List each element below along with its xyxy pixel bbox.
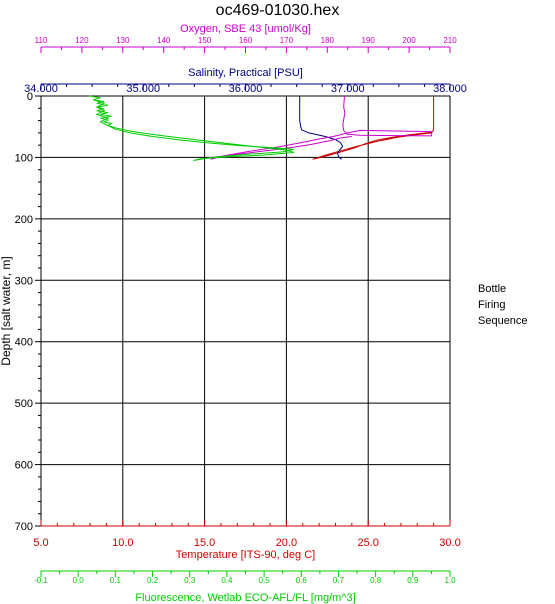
temperature-tick-label: 5.0 [33, 537, 48, 549]
depth-tick-label: 500 [15, 398, 33, 410]
fluorescence-tick-label: 0.7 [333, 576, 345, 585]
depth-tick-label: 0 [27, 91, 33, 103]
oxygen-tick-label: 120 [75, 36, 89, 45]
depth-tick-label: 200 [15, 214, 33, 226]
salinity-profile-line [299, 96, 344, 160]
fluorescence-tick-label: 0.1 [110, 576, 122, 585]
fluorescence-profile-line [89, 95, 294, 161]
fluorescence-axis-label: Fluorescence, Wetlab ECO-AFL/FL [mg/m^3] [135, 592, 355, 604]
temperature-tick-label: 10.0 [112, 537, 133, 549]
oxygen-tick-label: 170 [280, 36, 294, 45]
oxygen-profile-line [210, 95, 433, 160]
depth-tick-label: 100 [15, 152, 33, 164]
salinity-axis-label: Salinity, Practical [PSU] [188, 67, 303, 79]
oxygen-tick-label: 140 [157, 36, 171, 45]
salinity-tick-label: 36.000 [229, 83, 263, 95]
fluorescence-tick-label: 0.4 [221, 576, 233, 585]
oxygen-axis-label: Oxygen, SBE 43 [umol/Kg] [180, 23, 311, 35]
fluorescence-tick-label: 0.9 [407, 576, 419, 585]
depth-tick-label: 400 [15, 337, 33, 349]
side-label-line-1: Bottle [478, 283, 507, 295]
fluorescence-tick-label: 0.8 [370, 576, 382, 585]
salinity-tick-label: 38.000 [433, 83, 467, 95]
oxygen-tick-label: 130 [116, 36, 130, 45]
fluorescence-tick-label: 0.3 [184, 576, 196, 585]
salinity-tick-label: 34.000 [24, 83, 58, 95]
depth-tick-label: 600 [15, 460, 33, 472]
temperature-profile-line [312, 96, 435, 160]
fluorescence-tick-label: 0.0 [73, 576, 85, 585]
salinity-tick-label: 37.000 [331, 83, 365, 95]
side-label-line-3: Sequence [478, 315, 528, 327]
temperature-tick-label: 15.0 [194, 537, 215, 549]
chart-title: oc469-01030.hex [215, 2, 340, 19]
temperature-tick-label: 25.0 [357, 537, 378, 549]
salinity-tick-label: 35.000 [126, 83, 160, 95]
fluorescence-tick-label: 0.5 [259, 576, 271, 585]
temperature-tick-label: 30.0 [439, 537, 460, 549]
side-label-line-2: Firing [478, 299, 506, 311]
fluorescence-tick-label: 1.0 [444, 576, 456, 585]
oxygen-tick-label: 200 [402, 36, 416, 45]
depth-axis-label: Depth [salt water, m] [0, 256, 13, 365]
oxygen-tick-label: 210 [443, 36, 457, 45]
bottle-firing-sequence-label: Bottle Firing Sequence [478, 281, 528, 329]
depth-tick-label: 300 [15, 275, 33, 287]
oxygen-tick-label: 110 [35, 36, 48, 45]
depth-tick-label: 700 [15, 521, 33, 533]
temperature-tick-label: 20.0 [276, 537, 297, 549]
oxygen-tick-label: 150 [198, 36, 212, 45]
oxygen-tick-label: 190 [362, 36, 376, 45]
fluorescence-tick-label: -0.1 [34, 576, 48, 585]
temperature-axis-label: Temperature [ITS-90, deg C] [176, 549, 315, 561]
oxygen-tick-label: 180 [321, 36, 335, 45]
fluorescence-tick-label: 0.6 [296, 576, 308, 585]
fluorescence-tick-label: 0.2 [147, 576, 159, 585]
oxygen-tick-label: 160 [239, 36, 253, 45]
